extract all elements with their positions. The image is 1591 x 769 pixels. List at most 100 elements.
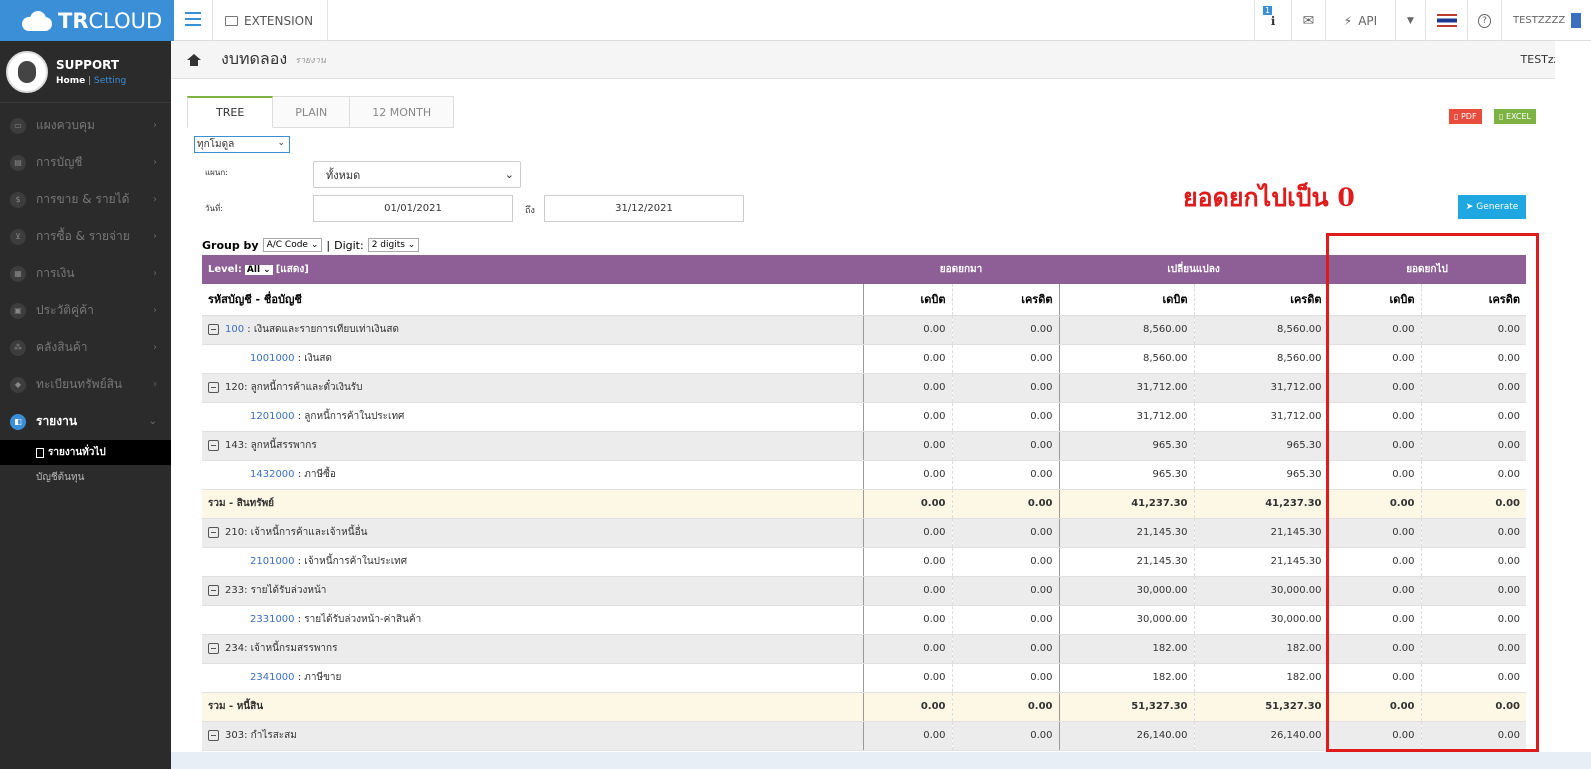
document-icon bbox=[1571, 13, 1581, 28]
profile-links: Home | Setting bbox=[56, 76, 126, 86]
account-code-link[interactable]: 1201000 bbox=[250, 411, 295, 422]
sidebar-item-assets[interactable]: ◆ ทะเบียนทรัพย์สิน › bbox=[0, 366, 171, 403]
department-select[interactable]: ทั้งหมด ⌄ bbox=[313, 161, 521, 188]
account-code-link[interactable]: 100 bbox=[225, 324, 245, 335]
contact-icon: ▣ bbox=[10, 302, 26, 319]
digit-select[interactable]: 2 digits ⌄ bbox=[367, 238, 420, 252]
logo[interactable]: TRCLOUD bbox=[0, 0, 174, 41]
generate-button[interactable]: ➤ Generate bbox=[1458, 195, 1526, 219]
collapse-icon[interactable] bbox=[208, 642, 219, 654]
date-from-input[interactable]: 01/01/2021 bbox=[313, 195, 513, 222]
table-row[interactable]: 143: ลูกหนี้สรรพากร 0.00 0.00 965.30 965.30 0… bbox=[202, 431, 1527, 461]
table-row[interactable]: 303: กำไรสะสม 0.00 0.00 26,140.00 26,140.00 0… bbox=[202, 721, 1527, 751]
account-cell: 1201000 : ลูกหนี้การค้าในประเทศ bbox=[202, 402, 863, 432]
debit-cell: 21,145.30 bbox=[1058, 518, 1195, 548]
annotation-note: ยอดยกไปเป็น 0 bbox=[1183, 183, 1355, 212]
sidebar-item-inventory[interactable]: ⁂ คลังสินค้า › bbox=[0, 329, 171, 366]
collapse-icon[interactable] bbox=[208, 729, 219, 741]
credit-cell: 31,712.00 bbox=[1193, 402, 1329, 432]
table-row[interactable]: 234: เจ้าหนี้กรมสรรพากร 0.00 0.00 182.00 182… bbox=[202, 634, 1527, 664]
col-credit: เครดิต bbox=[1420, 284, 1527, 316]
debit-cell: 0.00 bbox=[862, 518, 952, 548]
home-link[interactable]: Home bbox=[56, 75, 86, 86]
sidebar-subitem-general-report[interactable]: รายงานทั่วไป bbox=[0, 440, 171, 465]
setting-link[interactable]: Setting bbox=[94, 75, 127, 86]
sidebar-item-sales[interactable]: $ การขาย & รายได้ › bbox=[0, 181, 171, 218]
pdf-button[interactable]: ▯ PDF bbox=[1449, 109, 1482, 124]
sidebar-item-dashboard[interactable]: ▭ แผงควบคุม › bbox=[0, 107, 171, 144]
user-name: TESTZZZZ bbox=[1513, 15, 1566, 26]
account-name: 303: กำไรสะสม bbox=[225, 730, 297, 741]
col-credit: เครดิต bbox=[1193, 284, 1329, 316]
module-select[interactable]: ทุกโมดูล ⌄ bbox=[194, 136, 290, 153]
notification-badge: 1 bbox=[1263, 6, 1273, 15]
sidebar-item-reports[interactable]: ◧ รายงาน ⌄ bbox=[0, 403, 171, 440]
table-row: 2331000 : รายได้รับล่วงหน้า-ค่าสินค้า 0.0… bbox=[202, 605, 1527, 635]
notification-button[interactable]: 1 ℹ bbox=[1254, 0, 1291, 41]
table-row[interactable]: 233: รายได้รับล่วงหน้า 0.00 0.00 30,000.00 3… bbox=[202, 576, 1527, 606]
credit-cell: 30,000.00 bbox=[1193, 576, 1329, 606]
language-button[interactable] bbox=[1425, 0, 1467, 41]
collapse-icon[interactable] bbox=[208, 439, 219, 451]
credit-cell: 0.00 bbox=[1420, 634, 1527, 664]
table-row: 1201000 : ลูกหนี้การค้าในประเทศ 0.00 0.00 3… bbox=[202, 402, 1527, 432]
debit-cell: 30,000.00 bbox=[1058, 576, 1195, 606]
avatar[interactable] bbox=[6, 50, 48, 93]
groupby-select[interactable]: A/C Code ⌄ bbox=[262, 238, 323, 252]
sidebar-item-finance[interactable]: ▦ การเงิน › bbox=[0, 255, 171, 292]
account-cell: 1001000 : เงินสด bbox=[202, 344, 863, 374]
sidebar-item-label: การขาย & รายได้ bbox=[36, 192, 130, 206]
page-title: งบทดลอง bbox=[221, 49, 288, 68]
tab-plain[interactable]: PLAIN bbox=[273, 96, 351, 128]
tab-12-month[interactable]: 12 MONTH bbox=[350, 96, 455, 128]
table-row[interactable]: 210: เจ้าหนี้การค้าและเจ้าหนี้อื่น 0.00 0.… bbox=[202, 518, 1527, 548]
home-icon[interactable] bbox=[187, 53, 201, 66]
sidebar-item-contacts[interactable]: ▣ ประวัติคู่ค้า › bbox=[0, 292, 171, 329]
collapse-icon[interactable] bbox=[208, 323, 219, 335]
sidebar-item-accounting[interactable]: ▤ การบัญชี › bbox=[0, 144, 171, 181]
date-to-input[interactable]: 31/12/2021 bbox=[544, 195, 744, 222]
account-name: : ภาษีซื้อ bbox=[294, 469, 336, 480]
table-row[interactable]: 100 : เงินสดและรายการเทียบเท่าเงินสด 0.00… bbox=[202, 315, 1527, 345]
account-code-link[interactable]: 2101000 bbox=[250, 556, 295, 567]
chevron-down-icon: ⌄ bbox=[504, 168, 514, 181]
api-button[interactable]: ⚡ API bbox=[1325, 0, 1395, 41]
hamburger-menu-icon[interactable] bbox=[185, 12, 201, 26]
collapse-icon[interactable] bbox=[208, 381, 219, 393]
credit-cell: 0.00 bbox=[1420, 344, 1527, 374]
debit-cell: 965.30 bbox=[1058, 431, 1195, 461]
tab-tree[interactable]: TREE bbox=[187, 96, 274, 128]
table-row[interactable]: 120: ลูกหนี้การค้าและตั๋วเงินรับ 0.00 0.00… bbox=[202, 373, 1527, 403]
extension-button[interactable]: EXTENSION bbox=[212, 0, 329, 41]
sidebar-item-purchases[interactable]: ⊻ การซื้อ & รายจ่าย › bbox=[0, 218, 171, 255]
credit-cell: 8,560.00 bbox=[1193, 344, 1329, 374]
question-icon: ? bbox=[1478, 13, 1491, 28]
dropdown-button[interactable]: ▼ bbox=[1395, 0, 1425, 41]
user-menu[interactable]: TESTZZZZ bbox=[1501, 0, 1591, 41]
divider: | bbox=[326, 238, 331, 252]
show-link[interactable]: [แสดง] bbox=[275, 264, 309, 275]
account-code-link[interactable]: 2341000 bbox=[250, 672, 295, 683]
debit-cell: 0.00 bbox=[862, 315, 952, 345]
account-code-link[interactable]: 1432000 bbox=[250, 469, 295, 480]
debit-cell: 0.00 bbox=[862, 344, 952, 374]
excel-button[interactable]: ▯ EXCEL bbox=[1494, 109, 1537, 124]
debit-cell: 0.00 bbox=[1327, 460, 1422, 490]
help-button[interactable]: ? bbox=[1467, 0, 1501, 41]
collapse-icon[interactable] bbox=[208, 584, 219, 596]
account-code-link[interactable]: 2331000 bbox=[250, 614, 295, 625]
cart-icon: ⊻ bbox=[10, 228, 26, 245]
credit-cell: 0.00 bbox=[951, 460, 1060, 490]
mail-button[interactable]: ✉ bbox=[1291, 0, 1325, 41]
chevron-right-icon: › bbox=[153, 194, 157, 205]
account-cell: 303: กำไรสะสม bbox=[202, 721, 863, 751]
credit-cell: 30,000.00 bbox=[1193, 605, 1329, 635]
collapse-icon[interactable] bbox=[208, 526, 219, 538]
sidebar-subitem-cost-account[interactable]: บัญชีต้นทุน bbox=[0, 465, 171, 490]
module-select-value: ทุกโมดูล bbox=[197, 139, 235, 150]
sidebar-item-label: การซื้อ & รายจ่าย bbox=[36, 229, 130, 243]
account-code-link[interactable]: 1001000 bbox=[250, 353, 295, 364]
scrollbar[interactable] bbox=[1555, 41, 1591, 769]
level-select[interactable]: All ⌄ bbox=[244, 265, 273, 275]
credit-cell: 0.00 bbox=[951, 634, 1060, 664]
